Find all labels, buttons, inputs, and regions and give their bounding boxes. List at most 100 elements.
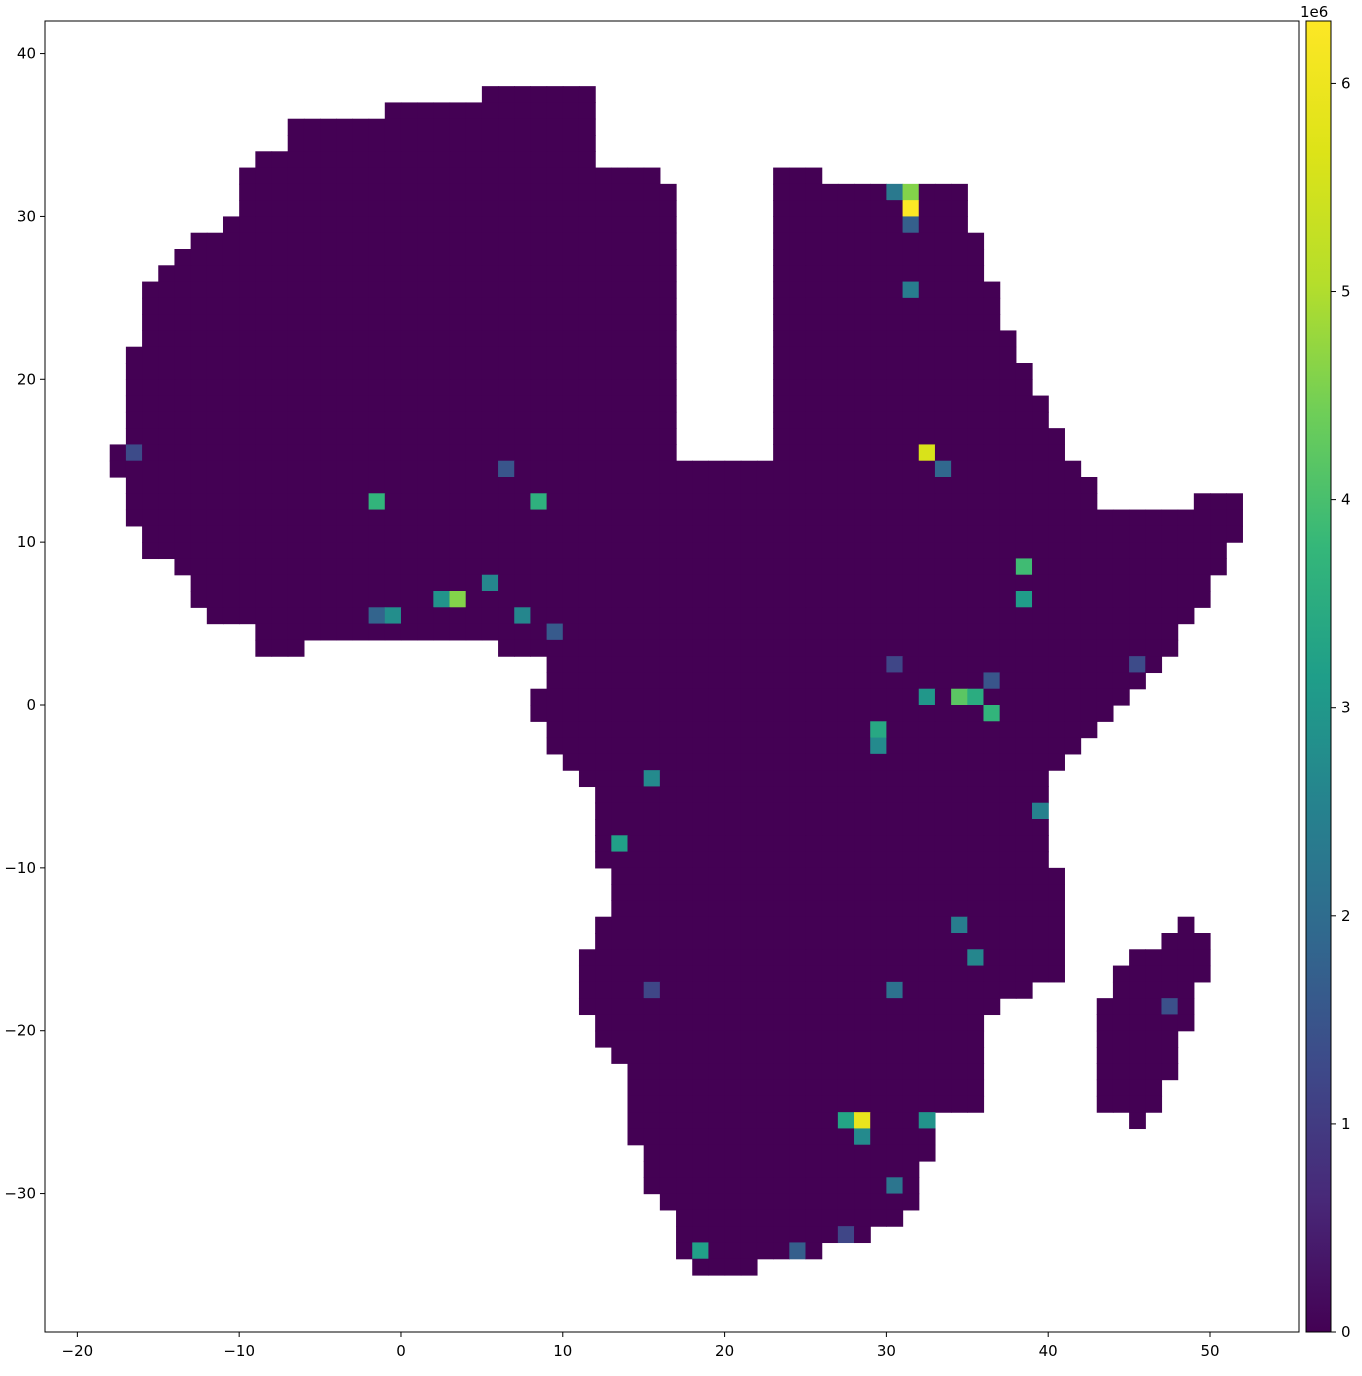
heatmap-cell <box>837 851 855 869</box>
heatmap-cell <box>756 705 774 722</box>
heatmap-cell <box>578 949 596 967</box>
x-axis: −20 −10 0 10 20 30 40 50 <box>62 1332 1220 1360</box>
heatmap-cell <box>789 607 807 625</box>
heatmap-cell <box>400 167 418 185</box>
heatmap-cell <box>611 1030 629 1048</box>
heatmap-cell <box>336 379 354 397</box>
heatmap-cell <box>805 1144 823 1162</box>
heatmap-cell <box>692 851 710 869</box>
heatmap-cell <box>611 607 629 625</box>
heatmap-cell <box>433 493 451 511</box>
heatmap-cell <box>918 363 936 380</box>
heatmap-cell <box>870 623 887 641</box>
heatmap-cell <box>611 851 629 869</box>
heatmap-cell <box>190 297 208 315</box>
heatmap-cell <box>1048 933 1065 950</box>
heatmap-cell <box>692 1144 710 1162</box>
heatmap-cell <box>465 477 483 494</box>
heatmap-cell <box>740 525 758 543</box>
heatmap-cell <box>643 525 661 543</box>
heatmap-cell <box>724 493 742 511</box>
heatmap-cell <box>1210 525 1227 543</box>
heatmap-cell <box>983 688 1001 706</box>
heatmap-cell <box>578 265 596 283</box>
heatmap-cell <box>1096 607 1114 625</box>
heatmap-cell <box>239 232 256 250</box>
heatmap-cell <box>854 493 871 511</box>
heatmap-cell <box>821 1030 839 1048</box>
heatmap-cell <box>676 1079 693 1097</box>
heatmap-cell <box>611 867 629 885</box>
heatmap-cell <box>206 411 224 429</box>
heatmap-cell <box>562 542 580 560</box>
heatmap-cell <box>676 737 693 755</box>
heatmap-cell <box>676 1095 693 1113</box>
heatmap-cell <box>1032 900 1049 918</box>
heatmap-cell <box>320 135 337 152</box>
heatmap-cell <box>967 411 985 429</box>
heatmap-cell <box>368 444 386 462</box>
heatmap-cell <box>724 705 742 722</box>
heatmap-cell <box>465 525 483 543</box>
heatmap-cell <box>1096 1014 1114 1032</box>
heatmap-cell <box>643 623 661 641</box>
heatmap-cell <box>821 786 839 804</box>
heatmap-cell <box>627 900 645 918</box>
heatmap-cell <box>676 623 693 641</box>
heatmap-cell <box>643 395 661 413</box>
heatmap-cell <box>368 509 386 527</box>
heatmap-cell <box>222 281 240 299</box>
heatmap-cell <box>239 558 256 576</box>
heatmap-cell <box>870 428 887 446</box>
heatmap-cell <box>514 151 532 169</box>
heatmap-cell <box>999 574 1017 592</box>
heatmap-cell <box>530 265 548 283</box>
heatmap-cell <box>368 623 386 641</box>
heatmap-cell <box>918 770 936 788</box>
heatmap-cell <box>1112 623 1130 641</box>
heatmap-cell <box>999 444 1017 462</box>
heatmap-cell <box>546 460 564 478</box>
heatmap-cell <box>384 151 402 169</box>
heatmap-cell <box>805 981 823 999</box>
heatmap-cell <box>708 688 726 706</box>
heatmap-cell <box>417 460 434 478</box>
heatmap-cell <box>530 102 548 120</box>
heatmap-cell <box>1177 558 1195 576</box>
heatmap-cell <box>498 135 515 152</box>
heatmap-cell <box>627 1014 645 1032</box>
heatmap-cell <box>756 933 774 950</box>
heatmap-cell <box>902 705 920 722</box>
heatmap-cell <box>368 591 386 608</box>
heatmap-cell <box>627 965 645 983</box>
heatmap-cell <box>352 183 370 201</box>
heatmap-cell <box>967 688 985 706</box>
heatmap-cell <box>934 998 952 1016</box>
heatmap-cell <box>951 802 968 820</box>
heatmap-cell <box>1032 574 1049 592</box>
heatmap-cell <box>384 135 402 152</box>
heatmap-cell <box>1129 1030 1146 1048</box>
heatmap-cell <box>352 281 370 299</box>
heatmap-cell <box>530 444 548 462</box>
heatmap-cell <box>692 607 710 625</box>
heatmap-cell <box>546 314 564 332</box>
heatmap-cell <box>983 363 1001 380</box>
heatmap-cell <box>1048 623 1065 641</box>
heatmap-cell <box>514 379 532 397</box>
heatmap-cell <box>999 379 1017 397</box>
heatmap-cell <box>724 1112 742 1130</box>
heatmap-cell <box>951 656 968 674</box>
heatmap-cell <box>740 981 758 999</box>
heatmap-cell <box>1048 493 1065 511</box>
heatmap-cell <box>255 477 273 494</box>
heatmap-cell <box>368 379 386 397</box>
heatmap-cell <box>158 379 176 397</box>
heatmap-cell <box>659 411 677 429</box>
heatmap-cell <box>692 574 710 592</box>
heatmap-cell <box>983 656 1001 674</box>
heatmap-cell <box>870 981 887 999</box>
heatmap-cell <box>498 216 515 234</box>
heatmap-cell <box>546 656 564 674</box>
heatmap-cell <box>708 1161 726 1178</box>
